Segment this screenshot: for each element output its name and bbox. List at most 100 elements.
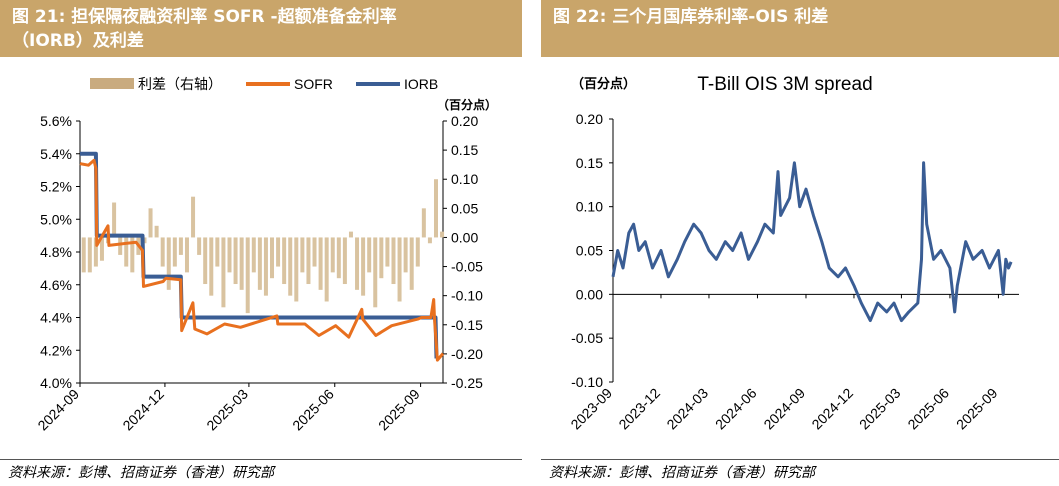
x-tick-label: 2025-09 — [953, 385, 1001, 433]
spread-bar — [348, 231, 353, 238]
spread-bar — [87, 237, 92, 273]
right-y-tick-label: -0.15 — [451, 317, 483, 333]
right-y-tick-label: 0.05 — [451, 200, 478, 216]
x-tick-label: 2024-12 — [808, 385, 856, 433]
left-y-tick-label: 4.4% — [40, 310, 72, 326]
spread-bar — [397, 237, 402, 302]
y-tick-label: -0.10 — [571, 374, 603, 390]
tbill-ois-chart: （百分点） T-Bill OIS 3M spread -0.10 -0.05 0.00 0… — [567, 74, 1019, 433]
spread-bar — [251, 237, 256, 273]
right-axis-unit: （百分点） — [437, 97, 497, 112]
x-tick-label: 2024-09 — [760, 385, 808, 433]
right-chart-panel: 图 22: 三个月国库券利率-OIS 利差 （百分点） T-Bill OIS 3M… — [541, 0, 1059, 486]
spread-bar — [263, 237, 268, 296]
spread-bar — [288, 237, 293, 296]
spread-bar — [166, 237, 171, 290]
spread-bar — [427, 237, 432, 244]
spread-bar — [221, 237, 226, 308]
right-chart-title-bar: 图 22: 三个月国库券利率-OIS 利差 — [541, 0, 1059, 57]
legend-label: IORB — [404, 76, 438, 92]
spread-bar — [203, 237, 208, 285]
spread-bar — [324, 237, 329, 302]
spread-bar — [215, 237, 220, 267]
legend-label: 利差（右轴） — [138, 76, 222, 92]
spread-bar — [330, 237, 335, 273]
spread-bar — [124, 237, 129, 267]
y-tick-label: 0.20 — [576, 111, 603, 127]
sofr-iorb-chart: 利差（右轴） SOFR IORB 4.0% 4.2% 4.4% 4.6% 4.8% 5.0% 5.… — [34, 76, 497, 434]
spread-bar — [367, 237, 372, 273]
left-source-note: 资料来源：彭博、招商证券（香港）研究部 — [8, 465, 274, 481]
spread-bar — [154, 225, 159, 238]
left-chart-title-bar: 图 21: 担保隔夜融资利率 SOFR -超额准备金利率 （IORB）及利差 — [0, 0, 522, 57]
right-y-tick-label: 0.15 — [451, 142, 478, 158]
right-y-tick-label: -0.25 — [451, 375, 483, 391]
legend-swatch-spread — [90, 78, 134, 89]
y-tick-label: 0.10 — [576, 199, 603, 215]
spread-bar — [282, 237, 287, 285]
spread-bar — [300, 237, 305, 273]
spread-bar — [312, 237, 317, 267]
spread-bar — [118, 237, 123, 255]
x-tick-label: 2024-12 — [119, 386, 167, 434]
spread-bar — [160, 237, 165, 267]
spread-bar — [409, 237, 414, 290]
spread-bar — [294, 237, 299, 302]
spread-bar — [306, 237, 311, 285]
left-chart-title-line2: （IORB）及利差 — [12, 31, 144, 51]
x-tick-label: 2025-03 — [203, 386, 251, 434]
spread-bar — [130, 237, 135, 273]
left-y-tick-label: 5.2% — [40, 179, 72, 195]
spread-bar — [184, 237, 189, 273]
x-tick-label: 2025-06 — [904, 385, 952, 433]
spread-bar — [421, 208, 426, 238]
y-tick-label: 0.00 — [576, 286, 603, 302]
left-chart-panel: 图 21: 担保隔夜融资利率 SOFR -超额准备金利率 （IORB）及利差 利… — [0, 0, 522, 486]
spread-bar — [276, 237, 281, 267]
x-tick-label: 2023-12 — [615, 385, 663, 433]
left-y-tick-label: 5.4% — [40, 146, 72, 162]
x-tick-label: 2024-09 — [34, 386, 82, 434]
x-tick-label: 2025-03 — [856, 385, 904, 433]
right-y-tick-label: 0.20 — [451, 113, 478, 129]
spread-bar — [257, 237, 262, 290]
right-y-tick-label: -0.10 — [451, 288, 483, 304]
left-y-tick-label: 4.8% — [40, 244, 72, 260]
spread-bar — [433, 179, 438, 238]
spread-bar — [99, 237, 104, 261]
spread-bar — [172, 237, 177, 267]
x-tick-label: 2025-06 — [289, 386, 337, 434]
right-y-tick-label: -0.05 — [451, 259, 483, 275]
spread-bar — [440, 231, 445, 238]
left-y-tick-label: 5.0% — [40, 211, 72, 227]
right-y-tick-label: -0.20 — [451, 346, 483, 362]
left-source-rule — [0, 459, 522, 460]
x-tick-label: 2024-06 — [712, 385, 760, 433]
spread-bar — [227, 237, 232, 273]
spread-bar — [415, 237, 420, 267]
spread-bar — [148, 208, 153, 238]
y-tick-label: -0.05 — [571, 330, 603, 346]
spread-bar — [81, 237, 86, 273]
spread-bar — [178, 237, 183, 255]
spread-bar — [239, 237, 244, 290]
right-chart-title: 图 22: 三个月国库券利率-OIS 利差 — [553, 7, 829, 27]
spread-bar — [355, 237, 360, 290]
spread-bar — [361, 237, 366, 296]
spread-bar — [233, 237, 238, 285]
right-y-tick-label: 0.00 — [451, 229, 478, 245]
spread-bar — [385, 237, 390, 267]
spread-series-line — [611, 161, 1013, 323]
spread-bar — [342, 237, 347, 285]
spread-bar — [318, 237, 323, 290]
spread-bar — [245, 237, 250, 314]
spread-bar — [379, 237, 384, 279]
spread-bar — [112, 202, 117, 238]
spread-bar — [373, 237, 378, 308]
x-tick-label: 2025-09 — [375, 386, 423, 434]
spread-bar — [336, 237, 341, 279]
right-y-tick-label: 0.10 — [451, 171, 478, 187]
legend-label: SOFR — [294, 76, 333, 92]
chart-title: T-Bill OIS 3M spread — [697, 74, 872, 95]
left-y-tick-label: 4.0% — [40, 375, 72, 391]
